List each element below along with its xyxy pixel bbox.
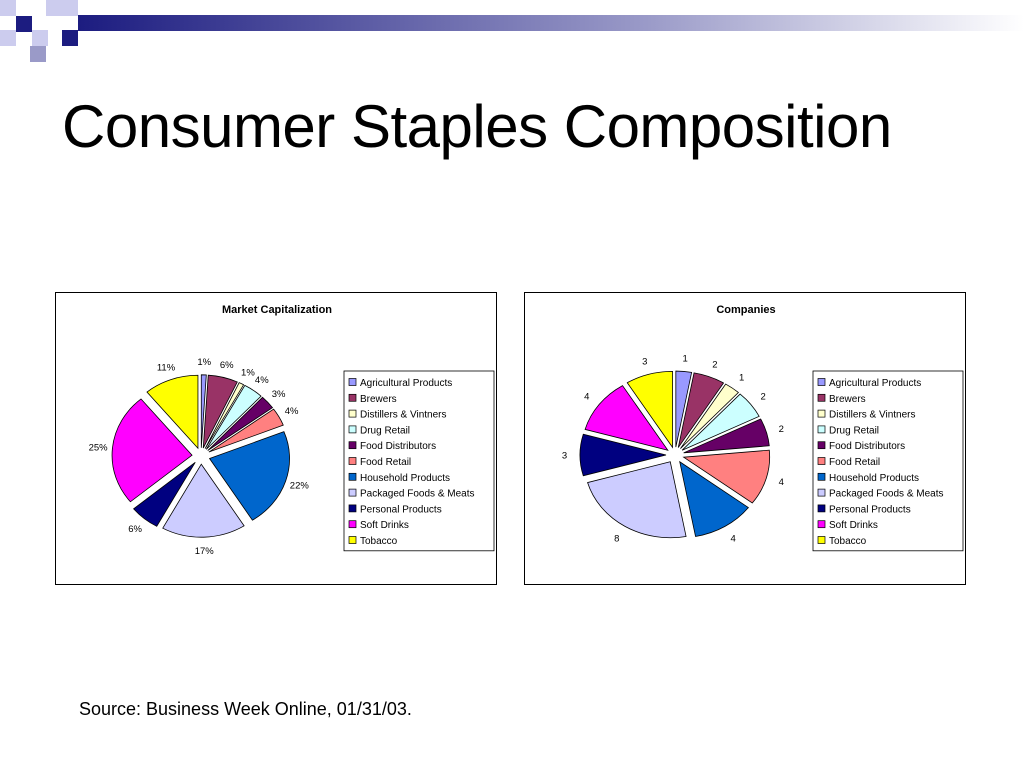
pie-slice-food-retail [208,408,284,453]
legend-label-brewers: Brewers [360,394,397,405]
pie-slice-tobacco [146,374,199,450]
data-label-brewers: 6% [220,360,234,371]
chart-legend [812,370,964,552]
data-label-personal-products: 6% [128,524,142,535]
pie-slice-drug-retail [681,393,760,451]
legend-swatch-food-distributors [348,441,357,450]
pie-slice-tobacco [626,370,673,449]
legend-swatch-brewers [817,393,826,402]
legend-label-soft-drinks: Soft Drinks [360,520,409,531]
legend-swatch-distillers-and-vintners [817,409,826,418]
legend-swatch-household-products [817,472,826,481]
data-label-household-products: 4 [731,534,736,545]
data-label-packaged-foods-and-meats: 17% [195,546,215,557]
pie-slice-household-products [679,460,749,537]
pie-slice-packaged-foods-and-meats [587,461,687,539]
legend-swatch-soft-drinks [348,520,357,529]
legend-swatch-tobacco [348,536,357,544]
legend-swatch-brewers [348,393,357,402]
legend-label-soft-drinks: Soft Drinks [829,520,878,531]
legend-label-household-products: Household Products [829,473,919,484]
pie-slice-agricultural-products [200,374,207,448]
legend-swatch-packaged-foods-and-meats [817,488,826,497]
data-label-food-retail: 4% [285,406,299,417]
legend-label-tobacco: Tobacco [360,536,398,547]
legend-label-distillers-and-vintners: Distillers & Vintners [360,410,447,421]
pie-slice-household-products [208,431,290,521]
pie-slice-agricultural-products [675,370,693,448]
companies-chart: Companies 1 2 1 2 2 4 4 8 3 4 3 Agricultural Product… [524,292,966,585]
pie-slice-personal-products [133,462,196,527]
legend-label-household-products: Household Products [360,473,450,484]
data-label-packaged-foods-and-meats: 8 [614,534,619,545]
legend-label-personal-products: Personal Products [360,504,442,515]
legend-label-food-distributors: Food Distributors [360,441,436,452]
data-label-tobacco: 11% [157,363,176,374]
slide-decoration [0,0,1024,62]
legend-label-distillers-and-vintners: Distillers & Vintners [829,410,916,421]
legend-swatch-drug-retail [348,425,357,434]
slide-title: Consumer Staples Composition [62,93,892,160]
legend-swatch-agricultural-products [817,378,826,386]
legend-label-drug-retail: Drug Retail [829,425,879,436]
data-label-drug-retail: 2 [761,392,766,403]
legend-swatch-food-retail [348,457,357,465]
legend-label-drug-retail: Drug Retail [360,425,410,436]
data-label-agricultural-products: 1 [683,353,688,364]
market-cap-chart: Market Capitalization 1% 6% 1% 4% 3% 4% 22% 17% 6… [55,292,497,585]
chart-legend [343,370,495,552]
legend-swatch-tobacco [817,536,826,544]
legend-swatch-packaged-foods-and-meats [348,488,357,497]
chart-title: Market Capitalization [222,304,332,316]
legend-swatch-distillers-and-vintners [348,409,357,418]
data-label-soft-drinks: 25% [89,443,109,454]
data-label-personal-products: 3 [562,451,567,462]
data-label-brewers: 2 [712,360,717,371]
data-label-food-distributors: 3% [272,389,286,400]
pie-slice-brewers [202,374,238,449]
legend-label-food-retail: Food Retail [829,457,880,468]
chart-title: Companies [716,304,775,316]
pie-slice-distillers-and-vintners [680,383,739,449]
legend-swatch-food-retail [817,457,826,465]
legend-label-agricultural-products: Agricultural Products [360,378,452,389]
pie-slice-packaged-foods-and-meats [162,463,245,538]
legend-label-packaged-foods-and-meats: Packaged Foods & Meats [829,489,944,500]
data-label-distillers-and-vintners: 1 [739,373,744,384]
legend-label-agricultural-products: Agricultural Products [829,378,921,389]
pie-slice-distillers-and-vintners [204,382,245,449]
legend-swatch-soft-drinks [817,520,826,529]
data-label-tobacco: 3 [642,357,647,368]
pie-slice-soft-drinks [111,398,193,503]
pie-slice-food-distributors [207,396,274,451]
pie-slice-soft-drinks [584,385,669,451]
legend-label-packaged-foods-and-meats: Packaged Foods & Meats [360,489,475,500]
data-label-household-products: 22% [290,481,310,492]
pie-slice-brewers [677,372,725,448]
data-label-drug-retail: 4% [255,375,269,386]
legend-swatch-personal-products [348,504,357,513]
legend-label-food-distributors: Food Distributors [829,441,905,452]
legend-swatch-agricultural-products [348,378,357,386]
pie-slice-drug-retail [205,384,262,450]
pie-slice-personal-products [579,433,667,477]
pie-slice-food-distributors [683,418,770,454]
data-label-distillers-and-vintners: 1% [241,367,255,378]
data-label-agricultural-products: 1% [197,357,211,368]
legend-swatch-food-distributors [817,441,826,450]
data-label-soft-drinks: 4 [584,392,589,403]
legend-swatch-personal-products [817,504,826,513]
pie-slice-food-retail [682,449,771,504]
legend-label-tobacco: Tobacco [829,536,867,547]
legend-label-brewers: Brewers [829,394,866,405]
data-label-food-distributors: 2 [779,424,784,435]
legend-swatch-drug-retail [817,425,826,434]
companies-chart-svg: Companies 1 2 1 2 2 4 4 8 3 4 3 Agricultural Product… [562,304,964,552]
legend-label-food-retail: Food Retail [360,457,411,468]
legend-swatch-household-products [348,472,357,481]
source-note: Source: Business Week Online, 01/31/03. [79,699,412,719]
legend-label-personal-products: Personal Products [829,504,911,515]
data-label-food-retail: 4 [779,477,784,488]
